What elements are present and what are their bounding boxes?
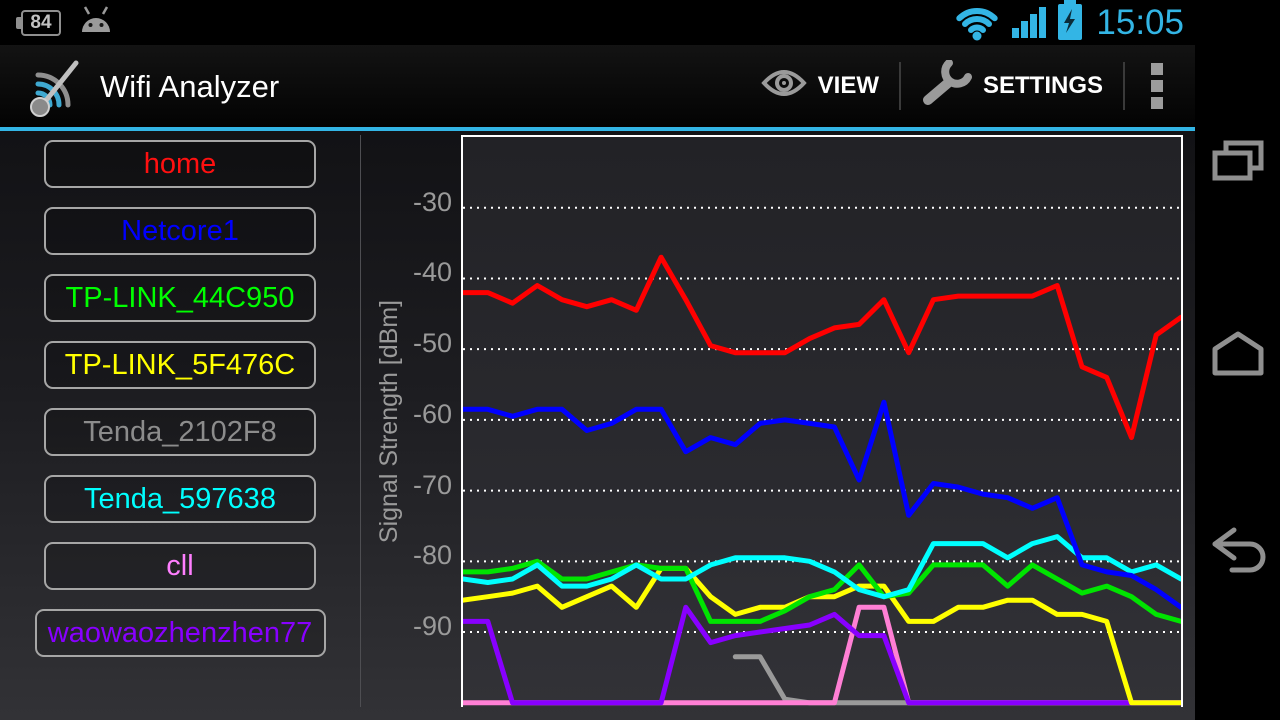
network-button-TP-LINK_44C950[interactable]: TP-LINK_44C950	[44, 274, 316, 322]
wifi-analyzer-logo	[22, 57, 84, 122]
y-tick-label: -60	[412, 398, 452, 429]
network-button-home[interactable]: home	[44, 140, 316, 188]
recents-button[interactable]	[1195, 140, 1280, 187]
action-bar-actions: VIEW SETTINGS	[740, 45, 1189, 127]
chart-canvas	[463, 206, 1181, 706]
settings-label: SETTINGS	[982, 72, 1103, 99]
eye-icon	[760, 68, 808, 105]
battery-percent-text: 84	[21, 9, 61, 36]
action-bar-accent-line	[0, 127, 1195, 131]
network-button-Tenda_597638[interactable]: Tenda_597638	[44, 475, 316, 523]
network-button-TP-LINK_5F476C[interactable]: TP-LINK_5F476C	[44, 341, 316, 389]
y-tick-label: -30	[412, 186, 452, 217]
status-bar-left: 84	[16, 0, 115, 45]
status-bar-right: 15:05	[951, 0, 1184, 45]
back-icon	[1209, 526, 1267, 579]
series-line-TP-LINK_44C950	[463, 558, 1181, 624]
android-robot-icon	[77, 4, 115, 41]
series-line-Netcore1	[463, 399, 1181, 610]
view-label: VIEW	[817, 72, 879, 99]
series-line-TP-LINK_5F476C	[463, 565, 1181, 706]
panel-divider	[360, 135, 361, 707]
action-bar-separator	[1123, 62, 1125, 110]
y-tick-label: -90	[412, 611, 452, 642]
clock-text: 15:05	[1096, 2, 1184, 42]
battery-84-icon: 84	[16, 9, 61, 36]
action-bar-separator	[898, 62, 901, 110]
back-button[interactable]	[1195, 526, 1280, 579]
network-button-Netcore1[interactable]: Netcore1	[44, 207, 316, 255]
wrench-icon	[921, 58, 973, 113]
navigation-bar	[1195, 0, 1280, 720]
network-button-waowaozhenzhen77[interactable]: waowaozhenzhen77	[34, 609, 326, 657]
overflow-menu-icon[interactable]	[1125, 45, 1189, 127]
network-button-cll[interactable]: cll	[44, 542, 316, 590]
app-title: Wifi Analyzer	[100, 69, 280, 104]
battery-charging-icon	[1057, 0, 1083, 45]
network-list: home Netcore1 TP-LINK_44C950 TP-LINK_5F476C…	[0, 131, 360, 676]
status-bar[interactable]: 84	[0, 0, 1280, 45]
y-tick-label: -70	[412, 469, 452, 500]
series-line-Tenda_597638	[463, 534, 1181, 600]
wifi-icon	[951, 0, 1003, 46]
series-line-home	[463, 254, 1181, 441]
home-button[interactable]	[1195, 330, 1280, 381]
cell-signal-icon	[1012, 2, 1048, 43]
y-tick-label: -50	[412, 328, 452, 359]
series-line-waowaozhenzhen77	[463, 604, 1181, 706]
action-bar: Wifi Analyzer VIEW	[0, 45, 1195, 127]
network-button-Tenda_2102F8[interactable]: Tenda_2102F8	[44, 408, 316, 456]
view-button[interactable]: VIEW	[740, 45, 899, 127]
y-tick-label: -40	[412, 257, 452, 288]
series-line-Tenda_2102F8	[732, 654, 1181, 706]
recents-icon	[1212, 140, 1264, 187]
y-tick-label: -80	[412, 540, 452, 571]
signal-time-graph[interactable]	[461, 135, 1183, 707]
settings-button[interactable]: SETTINGS	[901, 45, 1123, 127]
home-icon	[1211, 330, 1265, 381]
